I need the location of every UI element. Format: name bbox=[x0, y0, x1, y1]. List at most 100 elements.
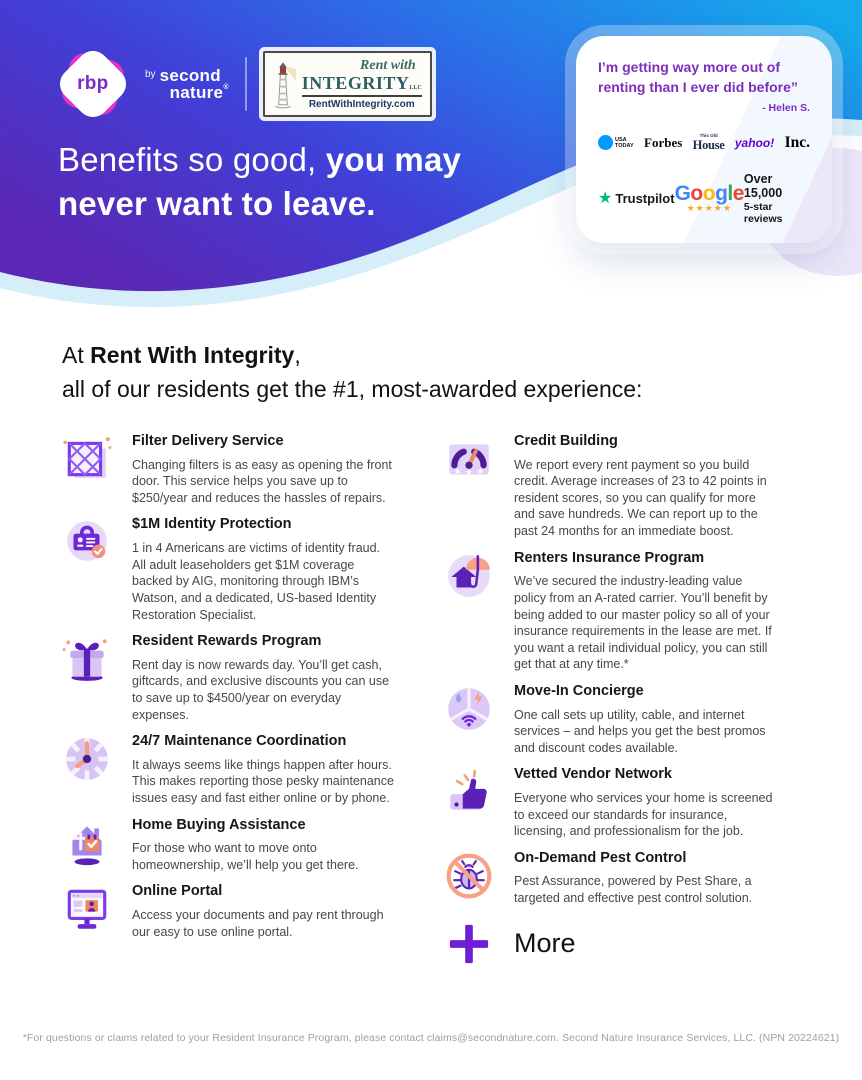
benefit-item-vendor-network: Vetted Vendor Network Everyone who servi… bbox=[444, 765, 812, 839]
benefit-title: Online Portal bbox=[132, 883, 223, 900]
svg-text:★: ★ bbox=[477, 466, 484, 476]
integrity-name: INTEGRITY bbox=[301, 73, 410, 93]
plus-icon bbox=[449, 924, 489, 963]
benefit-desc: We report every rent payment so you buil… bbox=[514, 457, 767, 539]
by-label: by bbox=[145, 69, 156, 80]
google-reviews-logo: Google ★★★★★ bbox=[674, 181, 745, 214]
more-label: More bbox=[514, 928, 576, 959]
benefit-item-maintenance: 24/7 Maintenance Coordination It always … bbox=[62, 732, 444, 806]
hero-header: rbp by second nature® Rent with bbox=[0, 0, 862, 318]
benefit-desc: One call sets up utility, cable, and int… bbox=[514, 707, 766, 755]
benefit-item-online-portal: Online Portal Access your documents and … bbox=[62, 882, 444, 940]
quote-line-2: renting than I ever did before” bbox=[598, 78, 798, 95]
usa-today-logo: USA TODAY bbox=[598, 135, 634, 151]
review-count-line2: 5-star reviews bbox=[743, 200, 783, 225]
umbrella-house-icon bbox=[444, 551, 494, 601]
this-old-house-logo: This Old House bbox=[693, 134, 725, 151]
google-letter: l bbox=[727, 181, 733, 205]
benefit-desc: 1 in 4 Americans are victims of identity… bbox=[132, 541, 381, 622]
credit-gauge-icon: ★ ★ ★ bbox=[444, 434, 494, 484]
headline-bold-1: you may bbox=[325, 141, 462, 178]
benefit-title: $1M Identity Protection bbox=[132, 516, 292, 533]
benefit-title: Renters Insurance Program bbox=[514, 549, 705, 566]
registered-mark: ® bbox=[223, 84, 229, 91]
usa-today-text-1: USA bbox=[615, 136, 627, 143]
inc-logo: Inc. bbox=[784, 133, 810, 151]
rbp-logo-white-shape: rbp bbox=[53, 44, 133, 124]
benefit-title: Filter Delivery Service bbox=[132, 433, 284, 449]
testimonial-card: I’m getting way more out of renting than… bbox=[576, 36, 832, 243]
benefit-item-move-in-concierge: Move-In Concierge One call sets up utili… bbox=[444, 682, 812, 756]
trustpilot-logo: ★ Trustpilot bbox=[598, 190, 675, 206]
rbp-logo-text: rbp bbox=[77, 72, 109, 94]
benefit-title: Resident Rewards Program bbox=[132, 633, 322, 650]
usa-today-text-2: TODAY bbox=[615, 142, 634, 149]
benefit-desc: Everyone who services your home is scree… bbox=[514, 791, 773, 839]
trustpilot-label: Trustpilot bbox=[615, 190, 675, 206]
benefit-item-credit-building: ★ ★ ★ Credit Building We report every re… bbox=[444, 432, 812, 540]
headline-bold-2: never want to leave. bbox=[58, 185, 376, 222]
benefit-desc: Changing filters is as easy as opening t… bbox=[132, 457, 392, 505]
google-letter: g bbox=[715, 181, 728, 205]
benefit-title: Vetted Vendor Network bbox=[514, 766, 672, 783]
clock-icon bbox=[62, 734, 112, 784]
headline-regular: Benefits so good, bbox=[58, 141, 326, 178]
rent-with-script-text: Rent with bbox=[360, 58, 416, 73]
benefit-desc: It always seems like things happen after… bbox=[132, 757, 394, 805]
legal-footnote: *For questions or claims related to your… bbox=[22, 1032, 840, 1044]
benefit-title: Move-In Concierge bbox=[514, 683, 644, 699]
no-pest-icon bbox=[444, 851, 494, 901]
utilities-wheel-icon bbox=[444, 684, 494, 734]
google-letter: G bbox=[674, 181, 691, 205]
google-wordmark: Google bbox=[674, 181, 745, 205]
benefit-title: Credit Building bbox=[514, 433, 618, 449]
svg-text:★: ★ bbox=[454, 466, 461, 476]
more-benefits-row: More bbox=[444, 923, 812, 965]
section-heading: At Rent With Integrity, all of our resid… bbox=[62, 338, 862, 406]
benefits-right-column: ★ ★ ★ Credit Building We report every re… bbox=[444, 432, 812, 965]
rent-with-integrity-logo: Rent with INTEGRITYLLC RentWithIntegrity… bbox=[262, 51, 432, 117]
review-count: Over 15,000 5-star reviews bbox=[744, 172, 810, 225]
monitor-icon bbox=[62, 884, 112, 934]
trustpilot-star-icon: ★ bbox=[598, 188, 613, 208]
benefits-columns: Filter Delivery Service Changing filters… bbox=[62, 432, 862, 965]
benefit-desc: Pest Assurance, powered by Pest Share, a… bbox=[514, 874, 753, 906]
heading-brand: Rent With Integrity bbox=[90, 342, 295, 368]
testimonial-attribution: - Helen S. bbox=[762, 101, 810, 114]
house-label: House bbox=[692, 137, 725, 152]
benefit-item-pest-control: On-Demand Pest Control Pest Assurance, p… bbox=[444, 849, 812, 907]
google-letter: e bbox=[732, 181, 745, 205]
llc-label: LLC bbox=[409, 85, 422, 91]
benefit-title: On-Demand Pest Control bbox=[514, 849, 687, 866]
logo-row: rbp by second nature® Rent with bbox=[53, 44, 432, 124]
benefit-desc: Rent day is now rewards day. You’ll get … bbox=[132, 657, 390, 722]
main-headline: Benefits so good, you may never want to … bbox=[58, 138, 461, 226]
benefit-desc: We’ve secured the industry-leading value… bbox=[514, 574, 772, 672]
benefit-item-home-buying: Home Buying Assistance For those who wan… bbox=[62, 816, 444, 874]
rbp-logo: rbp bbox=[53, 44, 133, 124]
benefit-desc: For those who want to move onto homeowne… bbox=[132, 841, 359, 872]
benefit-item-identity-protection: $1M Identity Protection 1 in 4 Americans… bbox=[62, 515, 444, 623]
house-check-icon bbox=[62, 818, 112, 868]
yahoo-logo: yahoo! bbox=[734, 135, 775, 150]
gift-icon bbox=[62, 634, 112, 684]
benefit-title: Home Buying Assistance bbox=[132, 816, 306, 833]
google-letter: o bbox=[702, 181, 716, 205]
google-letter: o bbox=[690, 181, 703, 205]
thumbs-up-icon bbox=[444, 767, 494, 817]
svg-text:★: ★ bbox=[465, 467, 472, 477]
benefits-section: At Rent With Integrity, all of our resid… bbox=[0, 318, 862, 965]
heading-suffix: , bbox=[294, 342, 301, 368]
benefit-item-renters-insurance: Renters Insurance Program We’ve secured … bbox=[444, 549, 812, 673]
reviews-row: ★ Trustpilot Google ★★★★★ Over 15,000 5-… bbox=[598, 172, 810, 225]
partner-website: RentWithIntegrity.com bbox=[301, 95, 422, 110]
benefit-item-filter-delivery: Filter Delivery Service Changing filters… bbox=[62, 432, 444, 506]
press-logos-row: USA TODAY Forbes This Old House yahoo! In… bbox=[598, 134, 810, 152]
this-old-label: This Old bbox=[699, 133, 718, 139]
heading-line2: all of our residents get the #1, most-aw… bbox=[62, 376, 643, 402]
review-count-line1: Over 15,000 bbox=[743, 171, 783, 201]
forbes-logo: Forbes bbox=[644, 134, 683, 150]
filter-icon bbox=[62, 434, 112, 484]
quote-line-1: I’m getting way more out of bbox=[598, 59, 781, 75]
second-nature-wordmark: by second nature® bbox=[145, 67, 229, 101]
